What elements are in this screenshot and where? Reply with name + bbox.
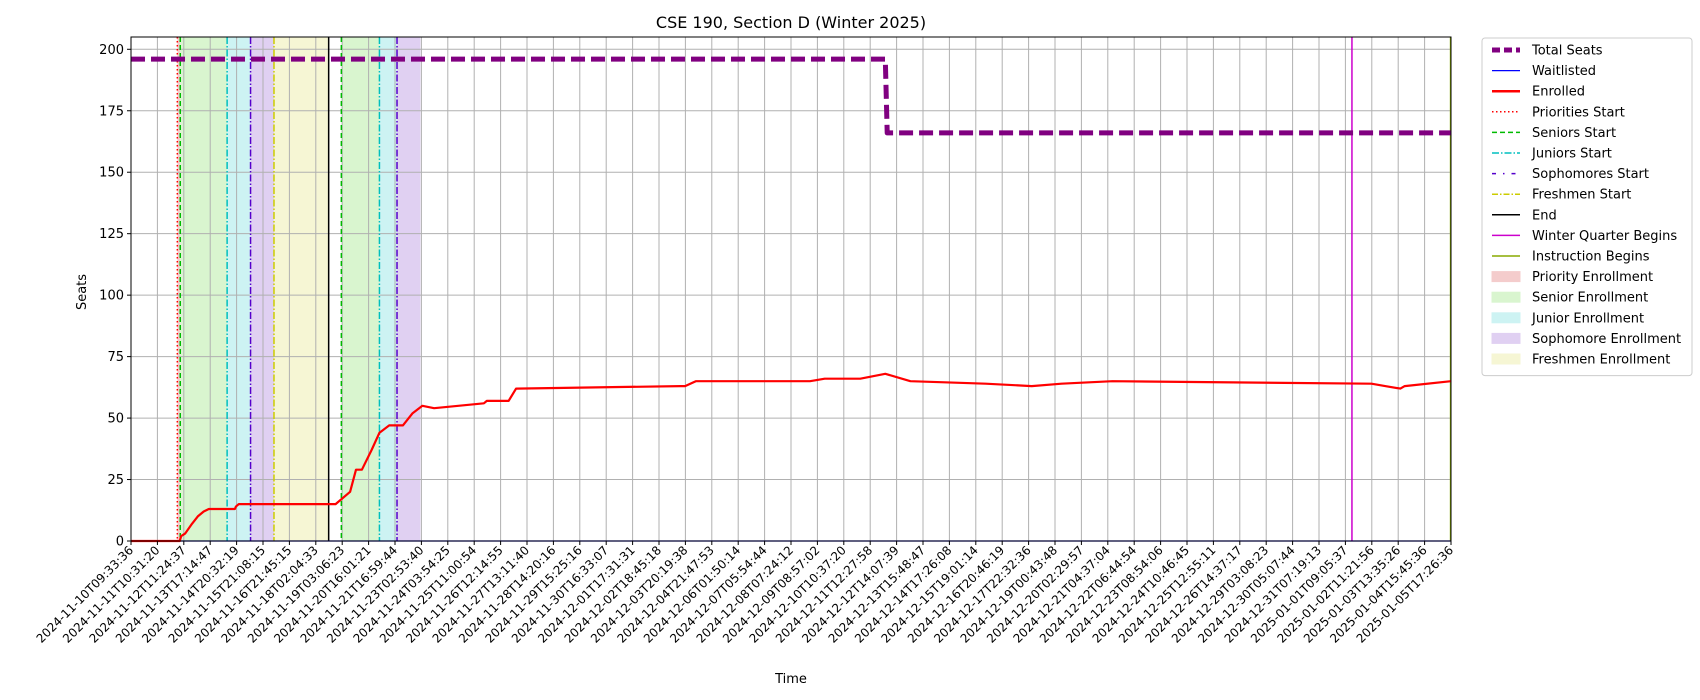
- legend-box: [1481, 37, 1693, 377]
- x-axis-label: Time: [774, 672, 807, 687]
- legend-label: Senior Enrollment: [1532, 291, 1648, 306]
- phase-band: [250, 37, 274, 541]
- legend-label: Juniors Start: [1531, 147, 1612, 162]
- legend-label: Priority Enrollment: [1532, 270, 1653, 285]
- y-tick-label: 125: [99, 227, 124, 242]
- phase-bands: [177, 37, 421, 541]
- y-tick-label: 200: [99, 43, 124, 58]
- phase-band: [379, 37, 398, 541]
- phase-band: [397, 37, 421, 541]
- y-tick-label: 25: [107, 473, 124, 488]
- legend-swatch: [1491, 291, 1521, 303]
- phase-band: [180, 37, 228, 541]
- legend: Total Seats Waitlisted Enrolled Priorities …: [1481, 37, 1693, 377]
- y-tick-label: 150: [99, 166, 124, 181]
- legend-label: Instruction Begins: [1532, 250, 1650, 265]
- y-tick-label: 0: [116, 535, 124, 550]
- series-line: [131, 372, 1452, 543]
- legend-label: Sophomores Start: [1532, 167, 1649, 182]
- phase-band: [177, 37, 181, 541]
- legend-label: Junior Enrollment: [1531, 311, 1644, 326]
- legend-label: Winter Quarter Begins: [1532, 229, 1677, 244]
- legend-swatch: [1491, 332, 1521, 344]
- legend-label: Sophomore Enrollment: [1532, 332, 1681, 347]
- legend-swatch: [1491, 271, 1521, 283]
- legend-label: Enrolled: [1532, 85, 1585, 100]
- y-axis-ticks: 0 25 50 75 100 125 150 175 200: [99, 43, 131, 550]
- phase-band: [341, 37, 380, 541]
- legend-swatch: [1491, 353, 1521, 365]
- legend-label: End: [1532, 208, 1557, 223]
- series-line: [131, 56, 1451, 136]
- legend-label: Waitlisted: [1532, 64, 1596, 79]
- y-tick-label: 100: [99, 289, 124, 304]
- phase-lines: [176, 37, 1452, 541]
- y-tick-label: 175: [99, 104, 124, 119]
- chart-title: CSE 190, Section D (Winter 2025): [656, 13, 926, 32]
- phase-band: [273, 37, 329, 541]
- y-tick-label: 75: [107, 350, 124, 365]
- y-axis-label: Seats: [75, 274, 90, 310]
- legend-label: Freshmen Start: [1532, 188, 1631, 203]
- y-tick-label: 50: [107, 412, 124, 427]
- x-axis-ticks: 2024-11-10T09:33:362024-11-11T10:31:2020…: [34, 541, 1456, 646]
- legend-swatch: [1491, 312, 1521, 324]
- legend-label: Seniors Start: [1532, 126, 1616, 141]
- legend-label: Freshmen Enrollment: [1532, 353, 1670, 368]
- phase-band: [227, 37, 251, 541]
- legend-label: Priorities Start: [1532, 105, 1625, 120]
- legend-label: Total Seats: [1531, 44, 1603, 59]
